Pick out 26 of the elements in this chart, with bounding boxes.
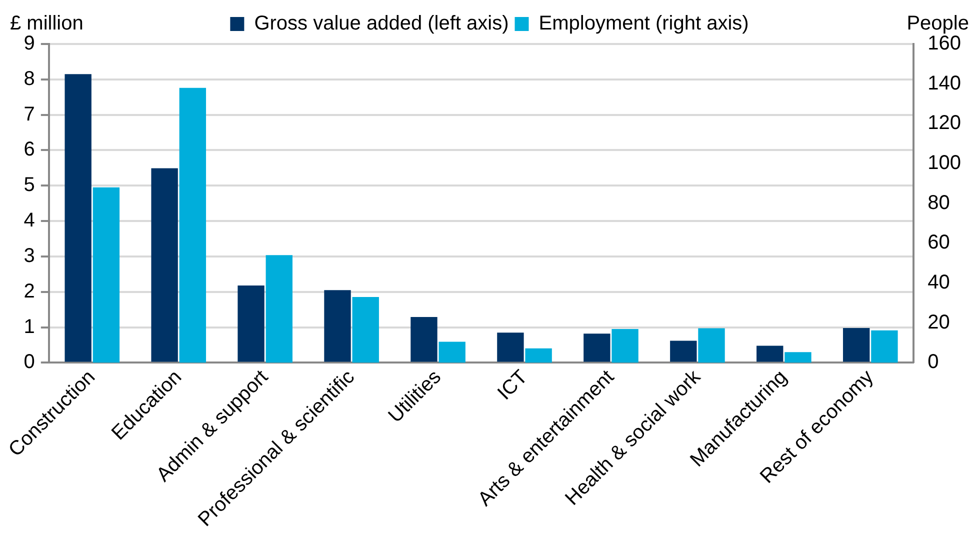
y-tick-label: 3 [24, 244, 35, 267]
y-tick-label: 6 [24, 138, 35, 161]
x-tick-label: ICT [494, 366, 532, 404]
y2-tick-label: 140 [928, 72, 962, 94]
y-tick-label: 0 [24, 351, 35, 374]
y2-tick-label: 0 [928, 351, 939, 374]
y-tick-label: 2 [24, 280, 35, 302]
y2-tick-label: 60 [928, 232, 950, 254]
bar [497, 332, 524, 362]
y-tick-label: 5 [24, 174, 35, 196]
y2-tick-label: 160 [928, 32, 962, 55]
y-tick-label: 8 [24, 68, 35, 90]
bar [410, 317, 438, 362]
y-tick-label: 4 [24, 210, 35, 232]
y-tick-label: 7 [24, 103, 35, 126]
y2-tick-label: 40 [928, 272, 950, 294]
y-tick-label: 9 [24, 32, 35, 55]
y2-axis-title: People [906, 12, 969, 35]
y2-tick-label: 20 [928, 311, 950, 334]
y2-tick-label: 100 [928, 152, 962, 174]
y-axis-title: £ million [10, 12, 84, 35]
y2-tick-label: 120 [928, 112, 962, 134]
y-tick-label: 1 [24, 316, 35, 338]
legend-label: Gross value added (left axis) [254, 12, 509, 35]
y2-tick-label: 80 [928, 192, 950, 214]
legend-label: Employment (right axis) [538, 12, 749, 35]
